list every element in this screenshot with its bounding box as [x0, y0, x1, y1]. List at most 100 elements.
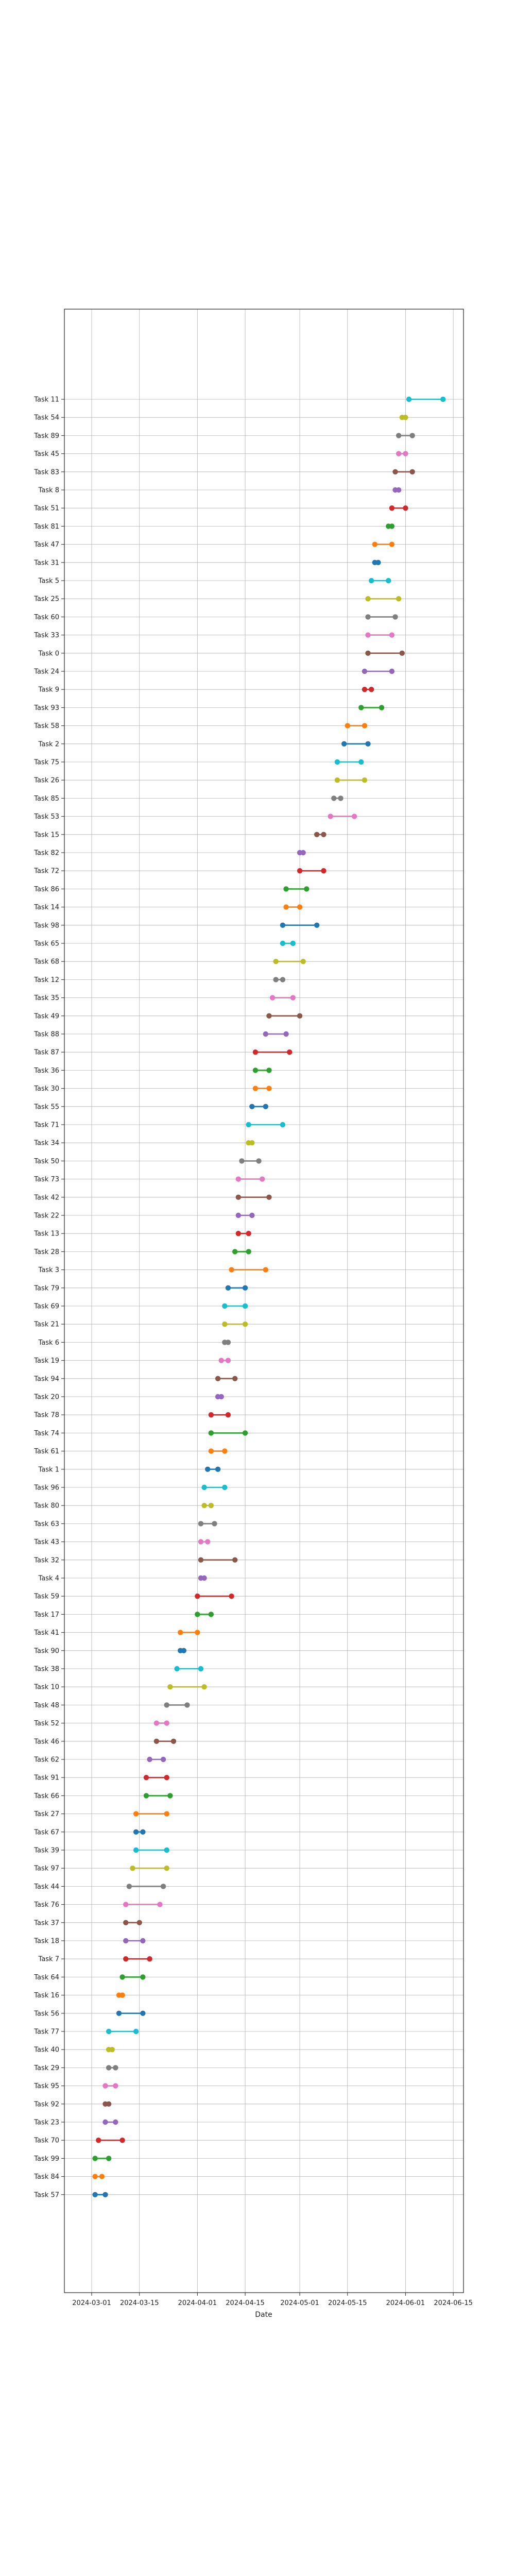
- task-label: Task 15: [33, 831, 59, 839]
- task-label: Task 94: [33, 1375, 59, 1383]
- task-label: Task 88: [33, 1031, 59, 1039]
- task-start-point: [334, 759, 340, 765]
- task-start-point: [392, 469, 398, 474]
- task-label: Task 87: [33, 1049, 59, 1057]
- task-end-point: [167, 1793, 173, 1799]
- task-end-point: [201, 1575, 207, 1581]
- task-start-point: [252, 1067, 259, 1073]
- task-label: Task 74: [33, 1430, 59, 1437]
- task-start-point: [331, 795, 337, 801]
- task-label: Task 81: [33, 523, 59, 531]
- task-end-point: [119, 2138, 125, 2143]
- task-start-point: [198, 1521, 204, 1527]
- task-label: Task 91: [33, 1774, 59, 1782]
- task-start-point: [280, 922, 286, 928]
- task-start-point: [167, 1684, 173, 1690]
- task-label: Task 85: [33, 795, 59, 803]
- task-label: Task 1: [38, 1466, 59, 1473]
- task-end-point: [109, 2047, 115, 2053]
- task-label: Task 64: [33, 1974, 59, 1981]
- task-label: Task 25: [33, 596, 59, 603]
- task-start-point: [249, 1104, 255, 1109]
- task-label: Task 86: [33, 886, 59, 893]
- task-start-point: [406, 396, 412, 402]
- task-end-point: [256, 1158, 262, 1164]
- task-label: Task 23: [33, 2119, 59, 2127]
- task-end-point: [403, 505, 408, 511]
- task-label: Task 93: [33, 704, 59, 712]
- task-start-point: [365, 596, 371, 602]
- task-end-point: [181, 1648, 187, 1653]
- task-label: Task 47: [33, 541, 59, 549]
- task-label: Task 68: [33, 958, 59, 966]
- task-end-point: [164, 1775, 169, 1781]
- task-label: Task 99: [33, 2155, 59, 2163]
- task-start-point: [334, 777, 340, 783]
- task-start-point: [396, 451, 402, 456]
- task-end-point: [409, 469, 415, 474]
- task-end-point: [225, 1358, 231, 1363]
- task-end-point: [133, 2028, 139, 2035]
- task-start-point: [133, 1829, 139, 1835]
- task-end-point: [225, 1340, 231, 1345]
- task-label: Task 21: [33, 1321, 59, 1329]
- task-label: Task 50: [33, 1158, 59, 1165]
- task-end-point: [195, 1630, 200, 1635]
- task-start-point: [273, 959, 279, 964]
- task-start-point: [222, 1303, 228, 1309]
- task-end-point: [102, 2192, 108, 2197]
- task-label: Task 14: [33, 904, 59, 911]
- task-label: Task 73: [33, 1176, 59, 1183]
- task-end-point: [157, 1902, 163, 1907]
- task-end-point: [396, 487, 402, 493]
- task-end-point: [389, 541, 395, 547]
- task-start-point: [365, 650, 371, 656]
- x-tick-label: 2024-03-15: [120, 2299, 159, 2307]
- task-start-point: [246, 1122, 251, 1128]
- task-end-point: [399, 650, 405, 656]
- plot-frame: [64, 309, 464, 2293]
- task-end-point: [170, 1738, 177, 1744]
- task-start-point: [130, 1866, 135, 1871]
- task-start-point: [123, 1920, 129, 1925]
- task-label: Task 96: [33, 1484, 59, 1492]
- task-label: Task 53: [33, 813, 59, 821]
- task-label: Task 84: [33, 2173, 59, 2181]
- task-label: Task 75: [33, 759, 59, 767]
- task-label: Task 8: [38, 487, 59, 495]
- x-tick-label: 2024-06-15: [434, 2299, 473, 2307]
- task-end-point: [362, 777, 368, 783]
- task-end-point: [99, 2174, 105, 2179]
- task-end-point: [249, 1212, 255, 1218]
- task-label: Task 82: [33, 850, 59, 857]
- task-label: Task 58: [33, 722, 59, 730]
- task-end-point: [113, 2083, 118, 2089]
- task-end-point: [389, 523, 395, 529]
- task-end-point: [246, 1249, 251, 1255]
- task-end-point: [215, 1466, 221, 1472]
- task-label: Task 42: [33, 1194, 59, 1201]
- task-start-point: [153, 1738, 160, 1744]
- task-label: Task 6: [38, 1339, 59, 1347]
- task-start-point: [239, 1158, 245, 1164]
- task-label: Task 61: [33, 1448, 59, 1455]
- task-start-point: [123, 1902, 129, 1907]
- task-end-point: [314, 922, 320, 928]
- task-label: Task 43: [33, 1538, 59, 1546]
- task-label: Task 65: [33, 940, 59, 948]
- task-end-point: [218, 1394, 224, 1400]
- task-end-point: [140, 1974, 146, 1980]
- x-tick-label: 2024-04-01: [178, 2299, 217, 2307]
- task-label: Task 29: [33, 2064, 59, 2072]
- task-end-point: [208, 1503, 214, 1509]
- task-start-point: [341, 741, 347, 747]
- task-label: Task 63: [33, 1520, 59, 1528]
- task-start-point: [283, 904, 289, 910]
- task-end-point: [351, 814, 357, 819]
- task-start-point: [198, 1557, 204, 1563]
- task-start-point: [102, 2083, 108, 2089]
- task-start-point: [235, 1212, 242, 1218]
- task-label: Task 79: [33, 1284, 59, 1292]
- task-end-point: [304, 886, 310, 892]
- task-end-point: [362, 723, 368, 728]
